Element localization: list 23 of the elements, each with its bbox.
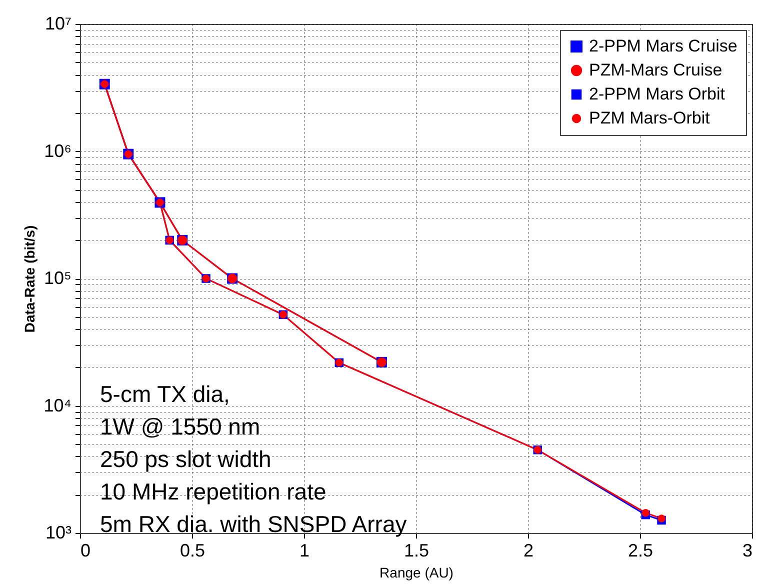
annotation: 1W @ 1550 nm: [100, 414, 260, 440]
y-axis-title: Data-Rate (bit/s): [22, 225, 38, 333]
annotation: 5m RX dia. with SNSPD Array: [100, 511, 408, 537]
x-tick-label: 1: [299, 540, 310, 560]
x-tick-label: 2: [523, 540, 534, 560]
y-tick-label: 10⁴: [44, 395, 72, 416]
x-tick-label: 0: [80, 540, 91, 560]
y-tick-label: 10³: [45, 522, 72, 542]
y-tick-label: 10⁶: [44, 140, 72, 161]
legend-label: PZM Mars-Orbit: [589, 108, 710, 128]
x-tick-label: 3: [742, 540, 752, 560]
x-tick-label: 1.5: [404, 540, 430, 560]
annotation: 250 ps slot width: [100, 446, 272, 472]
legend-label: 2-PPM Mars Orbit: [589, 84, 726, 104]
y-tick-label: 10⁷: [44, 14, 72, 34]
legend-label: PZM-Mars Cruise: [589, 60, 722, 80]
legend-label: 2-PPM Mars Cruise: [589, 36, 738, 56]
annotation: 10 MHz repetition rate: [100, 478, 326, 504]
x-axis-title: Range (AU): [380, 564, 454, 580]
x-tick-label: 2.5: [628, 540, 654, 560]
y-tick-label: 10⁵: [44, 268, 72, 288]
x-tick-label: 0.5: [180, 540, 206, 560]
annotation: 5-cm TX dia,: [100, 381, 230, 407]
